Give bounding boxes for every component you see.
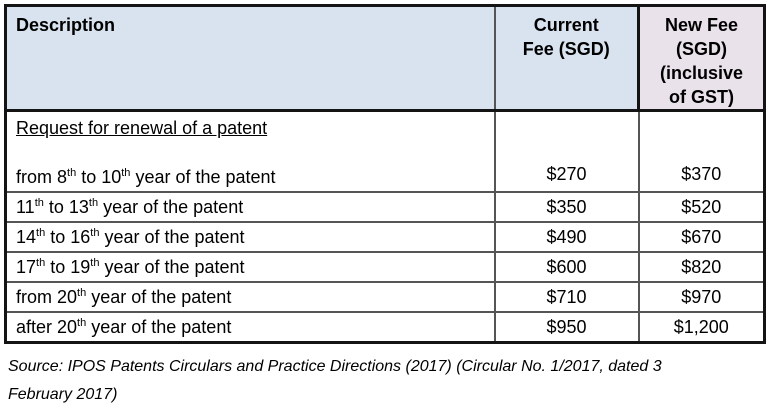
current-fee-value: $950 xyxy=(493,311,640,344)
row-label: 17th to 19th year of the patent xyxy=(16,257,245,277)
header-current-fee: Current Fee (SGD) xyxy=(493,4,640,112)
current-fee-value: $270 xyxy=(493,109,640,193)
description-cell: 14th to 16th year of the patent xyxy=(4,221,496,253)
table-row: 11th to 13th year of the patent $350 $520 xyxy=(4,191,766,223)
new-fee-value: $970 xyxy=(637,281,766,313)
table-header: Description Current Fee (SGD) New Fee (S… xyxy=(4,4,766,112)
new-fee-value: $820 xyxy=(637,251,766,283)
patent-renewal-fee-table: Description Current Fee (SGD) New Fee (S… xyxy=(4,4,766,344)
current-fee-value: $350 xyxy=(493,191,640,223)
row-label: 11th to 13th year of the patent xyxy=(16,197,244,217)
heading-gap xyxy=(16,140,488,165)
row-label: after 20th year of the patent xyxy=(16,317,232,337)
current-fee-value: $710 xyxy=(493,281,640,313)
row-label: from 8th to 10th year of the patent xyxy=(16,167,276,187)
header-row: Description Current Fee (SGD) New Fee (S… xyxy=(4,4,766,112)
description-cell: 11th to 13th year of the patent xyxy=(4,191,496,223)
table-row: Request for renewal of a patent from 8th … xyxy=(4,109,766,193)
new-fee-value: $520 xyxy=(637,191,766,223)
new-fee-value: $670 xyxy=(637,221,766,253)
table-row: from 20th year of the patent $710 $970 xyxy=(4,281,766,313)
header-new-fee: New Fee (SGD) (inclusive of GST) xyxy=(637,4,766,112)
source-citation: Source: IPOS Patents Circulars and Pract… xyxy=(8,358,662,403)
description-cell: 17th to 19th year of the patent xyxy=(4,251,496,283)
row-label: 14th to 16th year of the patent xyxy=(16,227,245,247)
current-fee-value: $600 xyxy=(493,251,640,283)
header-description: Description xyxy=(4,4,496,112)
new-fee-value: $370 xyxy=(637,109,766,193)
current-fee-value: $490 xyxy=(493,221,640,253)
row-label: from 20th year of the patent xyxy=(16,287,232,307)
description-cell: Request for renewal of a patent from 8th … xyxy=(4,109,496,193)
table-row: 14th to 16th year of the patent $490 $670 xyxy=(4,221,766,253)
description-cell: from 20th year of the patent xyxy=(4,281,496,313)
new-fee-value: $1,200 xyxy=(637,311,766,344)
group-heading: Request for renewal of a patent xyxy=(16,118,268,138)
table-body: Request for renewal of a patent from 8th … xyxy=(4,109,766,344)
table-row: after 20th year of the patent $950 $1,200 xyxy=(4,311,766,344)
table-row: 17th to 19th year of the patent $600 $820 xyxy=(4,251,766,283)
description-cell: after 20th year of the patent xyxy=(4,311,496,344)
